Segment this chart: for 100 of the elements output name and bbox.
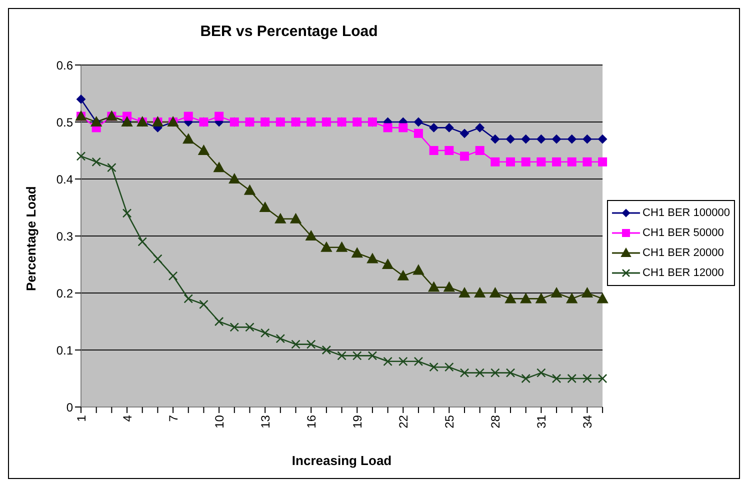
point: [598, 374, 608, 384]
point: [475, 123, 484, 132]
point: [182, 134, 194, 144]
legend-label: CH1 BER 100000: [642, 207, 730, 219]
point: [352, 351, 362, 360]
chart-title: BER vs Percentage Load: [199, 23, 379, 40]
point: [552, 374, 562, 384]
x-tick-label: 28: [488, 414, 503, 428]
point: [521, 374, 530, 384]
point: [458, 288, 470, 298]
point: [521, 134, 530, 144]
x-tick-label: 4: [120, 414, 135, 422]
point: [444, 362, 454, 372]
legend-label: CH1 BER 12000: [642, 267, 724, 279]
point: [567, 134, 576, 144]
point: [536, 157, 546, 166]
legend-label: CH1 BER 20000: [642, 247, 724, 259]
point: [506, 368, 516, 378]
point: [398, 356, 408, 366]
point: [475, 368, 484, 378]
point: [474, 288, 486, 298]
point: [138, 237, 148, 246]
point: [536, 134, 546, 144]
y-tick-label: 0.4: [56, 172, 74, 186]
x-tick-label: 7: [166, 414, 181, 422]
point: [320, 242, 332, 252]
point: [429, 146, 438, 155]
point: [184, 294, 194, 304]
point: [244, 184, 256, 195]
point: [107, 162, 116, 172]
point: [490, 157, 500, 166]
legend-label: CH1 BER 50000: [642, 227, 724, 239]
point: [398, 270, 409, 280]
point: [290, 213, 302, 224]
point: [566, 293, 578, 304]
x-tick-label: 34: [580, 414, 595, 428]
point: [76, 94, 86, 104]
point: [551, 288, 562, 298]
x-tick-label: 1: [74, 414, 89, 422]
y-axis-title: Percentage Load: [24, 186, 39, 291]
point: [598, 157, 608, 166]
point: [597, 293, 608, 304]
point: [122, 208, 132, 218]
point: [429, 362, 438, 372]
point: [230, 322, 240, 332]
point: [306, 340, 316, 349]
point: [506, 157, 516, 166]
point: [184, 112, 193, 121]
point: [382, 259, 394, 269]
point: [322, 345, 332, 355]
y-tick-label: 0.3: [56, 229, 74, 244]
x-tick-label: 13: [258, 414, 273, 428]
x-tick-label: 22: [396, 414, 411, 428]
point: [276, 334, 286, 344]
y-tick-label: 0: [66, 400, 74, 414]
point: [383, 123, 392, 132]
point: [582, 134, 592, 144]
point: [245, 322, 254, 332]
point: [582, 374, 592, 384]
point: [214, 112, 224, 121]
x-tick-label: 10: [212, 414, 227, 428]
point: [598, 134, 608, 144]
point: [567, 374, 577, 384]
point: [352, 248, 363, 258]
point: [444, 146, 454, 155]
point: [214, 316, 224, 326]
point: [368, 351, 378, 360]
point: [552, 134, 562, 144]
point: [536, 293, 547, 304]
x-tick-label: 31: [534, 414, 549, 428]
point: [92, 157, 101, 167]
point: [383, 356, 392, 366]
point: [444, 123, 454, 132]
point: [490, 134, 500, 144]
point: [490, 368, 500, 378]
point: [460, 368, 470, 378]
point: [414, 128, 423, 138]
point: [582, 288, 593, 298]
point: [567, 157, 576, 166]
point: [460, 128, 469, 138]
point: [414, 118, 423, 126]
x-tick-label: 25: [442, 414, 457, 428]
point: [582, 157, 592, 166]
point: [552, 157, 562, 166]
point: [428, 282, 440, 292]
point: [398, 123, 408, 132]
point: [76, 152, 86, 161]
point: [291, 340, 300, 349]
point: [536, 368, 546, 378]
point: [198, 145, 210, 155]
point: [429, 123, 438, 132]
point: [337, 351, 346, 360]
point: [475, 146, 484, 155]
y-tick-label: 0.1: [56, 343, 74, 358]
point: [366, 253, 378, 264]
y-tick-label: 0.5: [56, 115, 74, 130]
point: [260, 202, 271, 212]
y-tick-label: 0.6: [56, 58, 74, 72]
point: [412, 264, 424, 275]
point: [490, 288, 501, 298]
